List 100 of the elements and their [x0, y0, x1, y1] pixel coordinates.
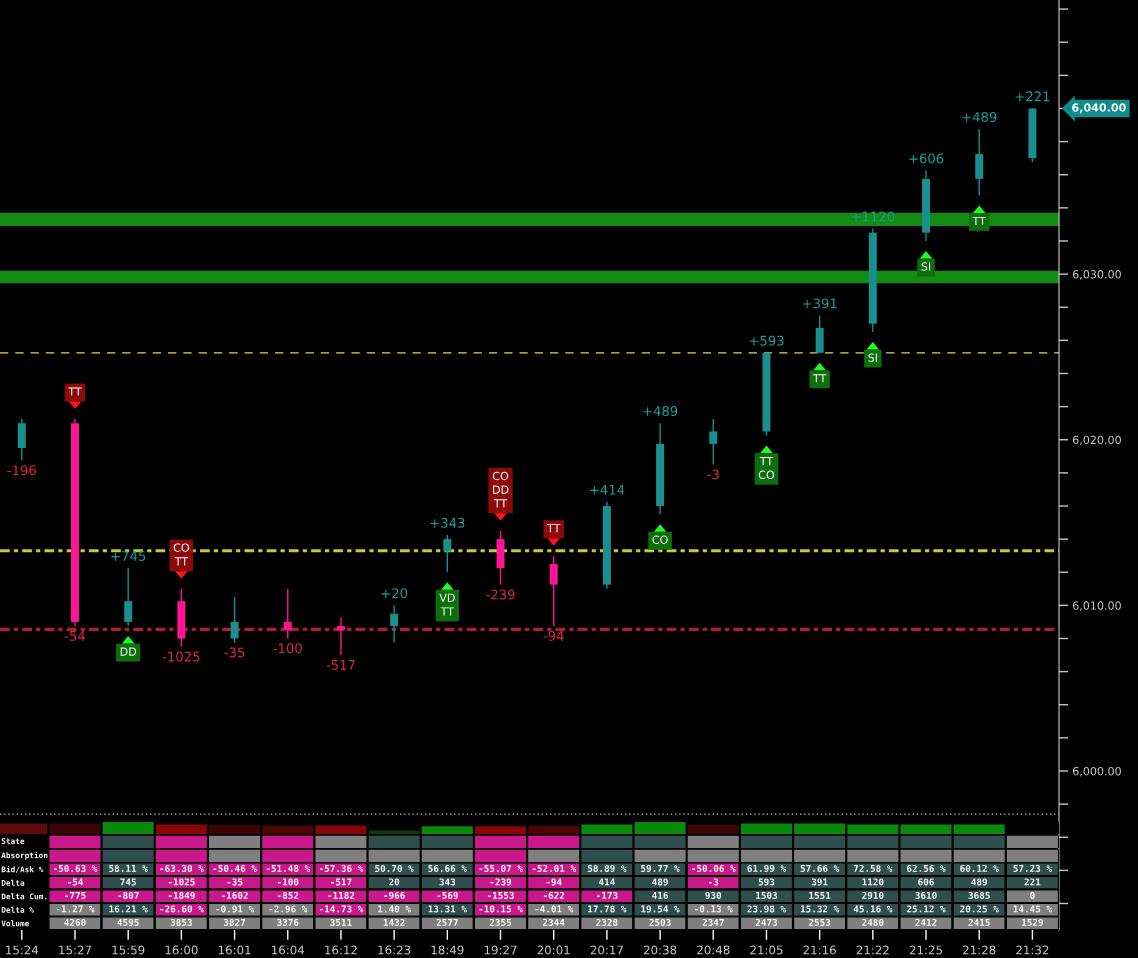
data-label: 57.23 %	[1013, 864, 1052, 872]
data-label: -173	[597, 891, 618, 899]
annotation: CO DD TT	[492, 471, 509, 508]
annotation: TT	[68, 387, 82, 396]
data-label: 56.66 %	[428, 864, 467, 872]
candlestick	[709, 418, 718, 466]
data-label: 60.12 %	[960, 864, 999, 872]
data-label: 745	[120, 878, 136, 886]
annotation: SI	[921, 262, 931, 271]
data-label: 23.98 %	[747, 905, 786, 913]
data-label: 1.40 %	[378, 905, 411, 913]
data-label: -1602	[221, 891, 248, 899]
data-label: -622	[543, 891, 565, 899]
data-label: 593	[758, 878, 775, 886]
annotation: TT	[972, 216, 986, 225]
data-label: -1182	[328, 891, 355, 899]
data-label: -852	[277, 891, 299, 899]
x-tick-label: 16:01	[218, 945, 251, 955]
x-tick-label: 21:32	[1016, 945, 1049, 955]
data-label: -50.46 %	[213, 864, 257, 872]
data-label: 1529	[1022, 918, 1044, 926]
data-label: 16.21 %	[109, 905, 148, 913]
data-label: 3511	[330, 918, 352, 926]
data-label: 2328	[596, 918, 618, 926]
annotation: TT	[812, 374, 827, 383]
text: +1120	[851, 211, 895, 222]
data-label: 13.31 %	[428, 905, 467, 913]
data-label: -1025	[168, 878, 195, 886]
data-label: 4260	[64, 918, 86, 926]
annotation: VD TT	[439, 593, 455, 616]
x-tick-label: 16:12	[325, 945, 357, 955]
annotation: CO TT	[173, 543, 189, 566]
data-label: 2910	[862, 891, 884, 899]
text: +745	[111, 551, 146, 561]
data-label: 3827	[223, 918, 246, 926]
data-label: 2344	[543, 918, 565, 926]
data-label: 3376	[277, 918, 299, 926]
data-label: -63.30 %	[160, 864, 204, 872]
data-label: -0.91 %	[216, 905, 255, 913]
text: -1025	[162, 651, 200, 662]
annotation: DD	[120, 647, 137, 656]
data-label: 3685	[968, 891, 990, 899]
data-label: 1432	[383, 918, 405, 926]
data-label: -1553	[487, 891, 514, 899]
data-label: 3853	[170, 918, 192, 926]
annotation: CO	[652, 535, 668, 544]
data-label: -14.73 %	[319, 905, 364, 913]
data-label: 2355	[489, 918, 512, 926]
data-label: -52.01 %	[532, 864, 577, 872]
text: -35	[224, 647, 245, 658]
candlestick	[549, 554, 558, 627]
data-label: -94	[546, 878, 562, 886]
data-label: -35	[227, 878, 243, 886]
data-label: -2.96 %	[269, 905, 308, 913]
text: -100	[273, 643, 302, 654]
data-label: 19.54 %	[641, 905, 680, 913]
data-label: -807	[118, 891, 139, 899]
y-tick-label: 6,000.00	[1072, 766, 1121, 777]
x-tick-label: 20:01	[537, 945, 570, 955]
x-tick-label: 21:28	[963, 945, 996, 955]
text: +221	[1015, 91, 1050, 102]
data-label: 2480	[862, 918, 884, 926]
data-label: -50.06 %	[692, 864, 736, 872]
data-label: -10.15 %	[479, 905, 523, 913]
data-label: -569	[437, 891, 458, 899]
x-tick-label: 20:38	[643, 945, 677, 955]
x-tick-label: 21:25	[909, 945, 943, 955]
x-tick-label: 16:23	[378, 945, 411, 955]
x-tick-label: 16:04	[272, 945, 305, 955]
data-label: 57.66 %	[800, 864, 840, 872]
data-label: 2503	[649, 918, 671, 926]
data-label: 61.99 %	[747, 864, 786, 872]
x-tick-label: 15:59	[112, 945, 145, 955]
data-label: 25.12 %	[906, 905, 946, 913]
x-tick-label: 20:17	[590, 945, 623, 955]
data-label: -1849	[168, 891, 195, 899]
data-label: 50.70 %	[375, 864, 414, 872]
data-label: 58.11 %	[109, 864, 148, 872]
data-label: 20.25 %	[960, 905, 999, 913]
candlestick	[124, 567, 133, 627]
data-label: 4595	[117, 918, 139, 926]
text: +20	[381, 588, 408, 599]
data-label: -1.27 %	[56, 905, 95, 913]
candlestick	[230, 596, 239, 644]
data-label: 1551	[809, 892, 831, 899]
data-label: 58.89 %	[587, 864, 627, 872]
data-label: 20	[389, 878, 400, 886]
data-label: -26.60 %	[160, 905, 204, 913]
data-label: 391	[811, 878, 828, 886]
text: -517	[326, 660, 355, 670]
x-tick-label: 19:27	[484, 945, 517, 955]
candlestick	[283, 588, 292, 640]
x-tick-label: 21:16	[803, 945, 836, 955]
candlestick	[443, 534, 452, 573]
text: -239	[486, 589, 515, 600]
text: -54	[64, 631, 86, 641]
data-label: 489	[971, 878, 988, 886]
data-label: 45.16 %	[853, 905, 893, 913]
data-label: -966	[384, 891, 405, 899]
text: -196	[7, 465, 36, 476]
